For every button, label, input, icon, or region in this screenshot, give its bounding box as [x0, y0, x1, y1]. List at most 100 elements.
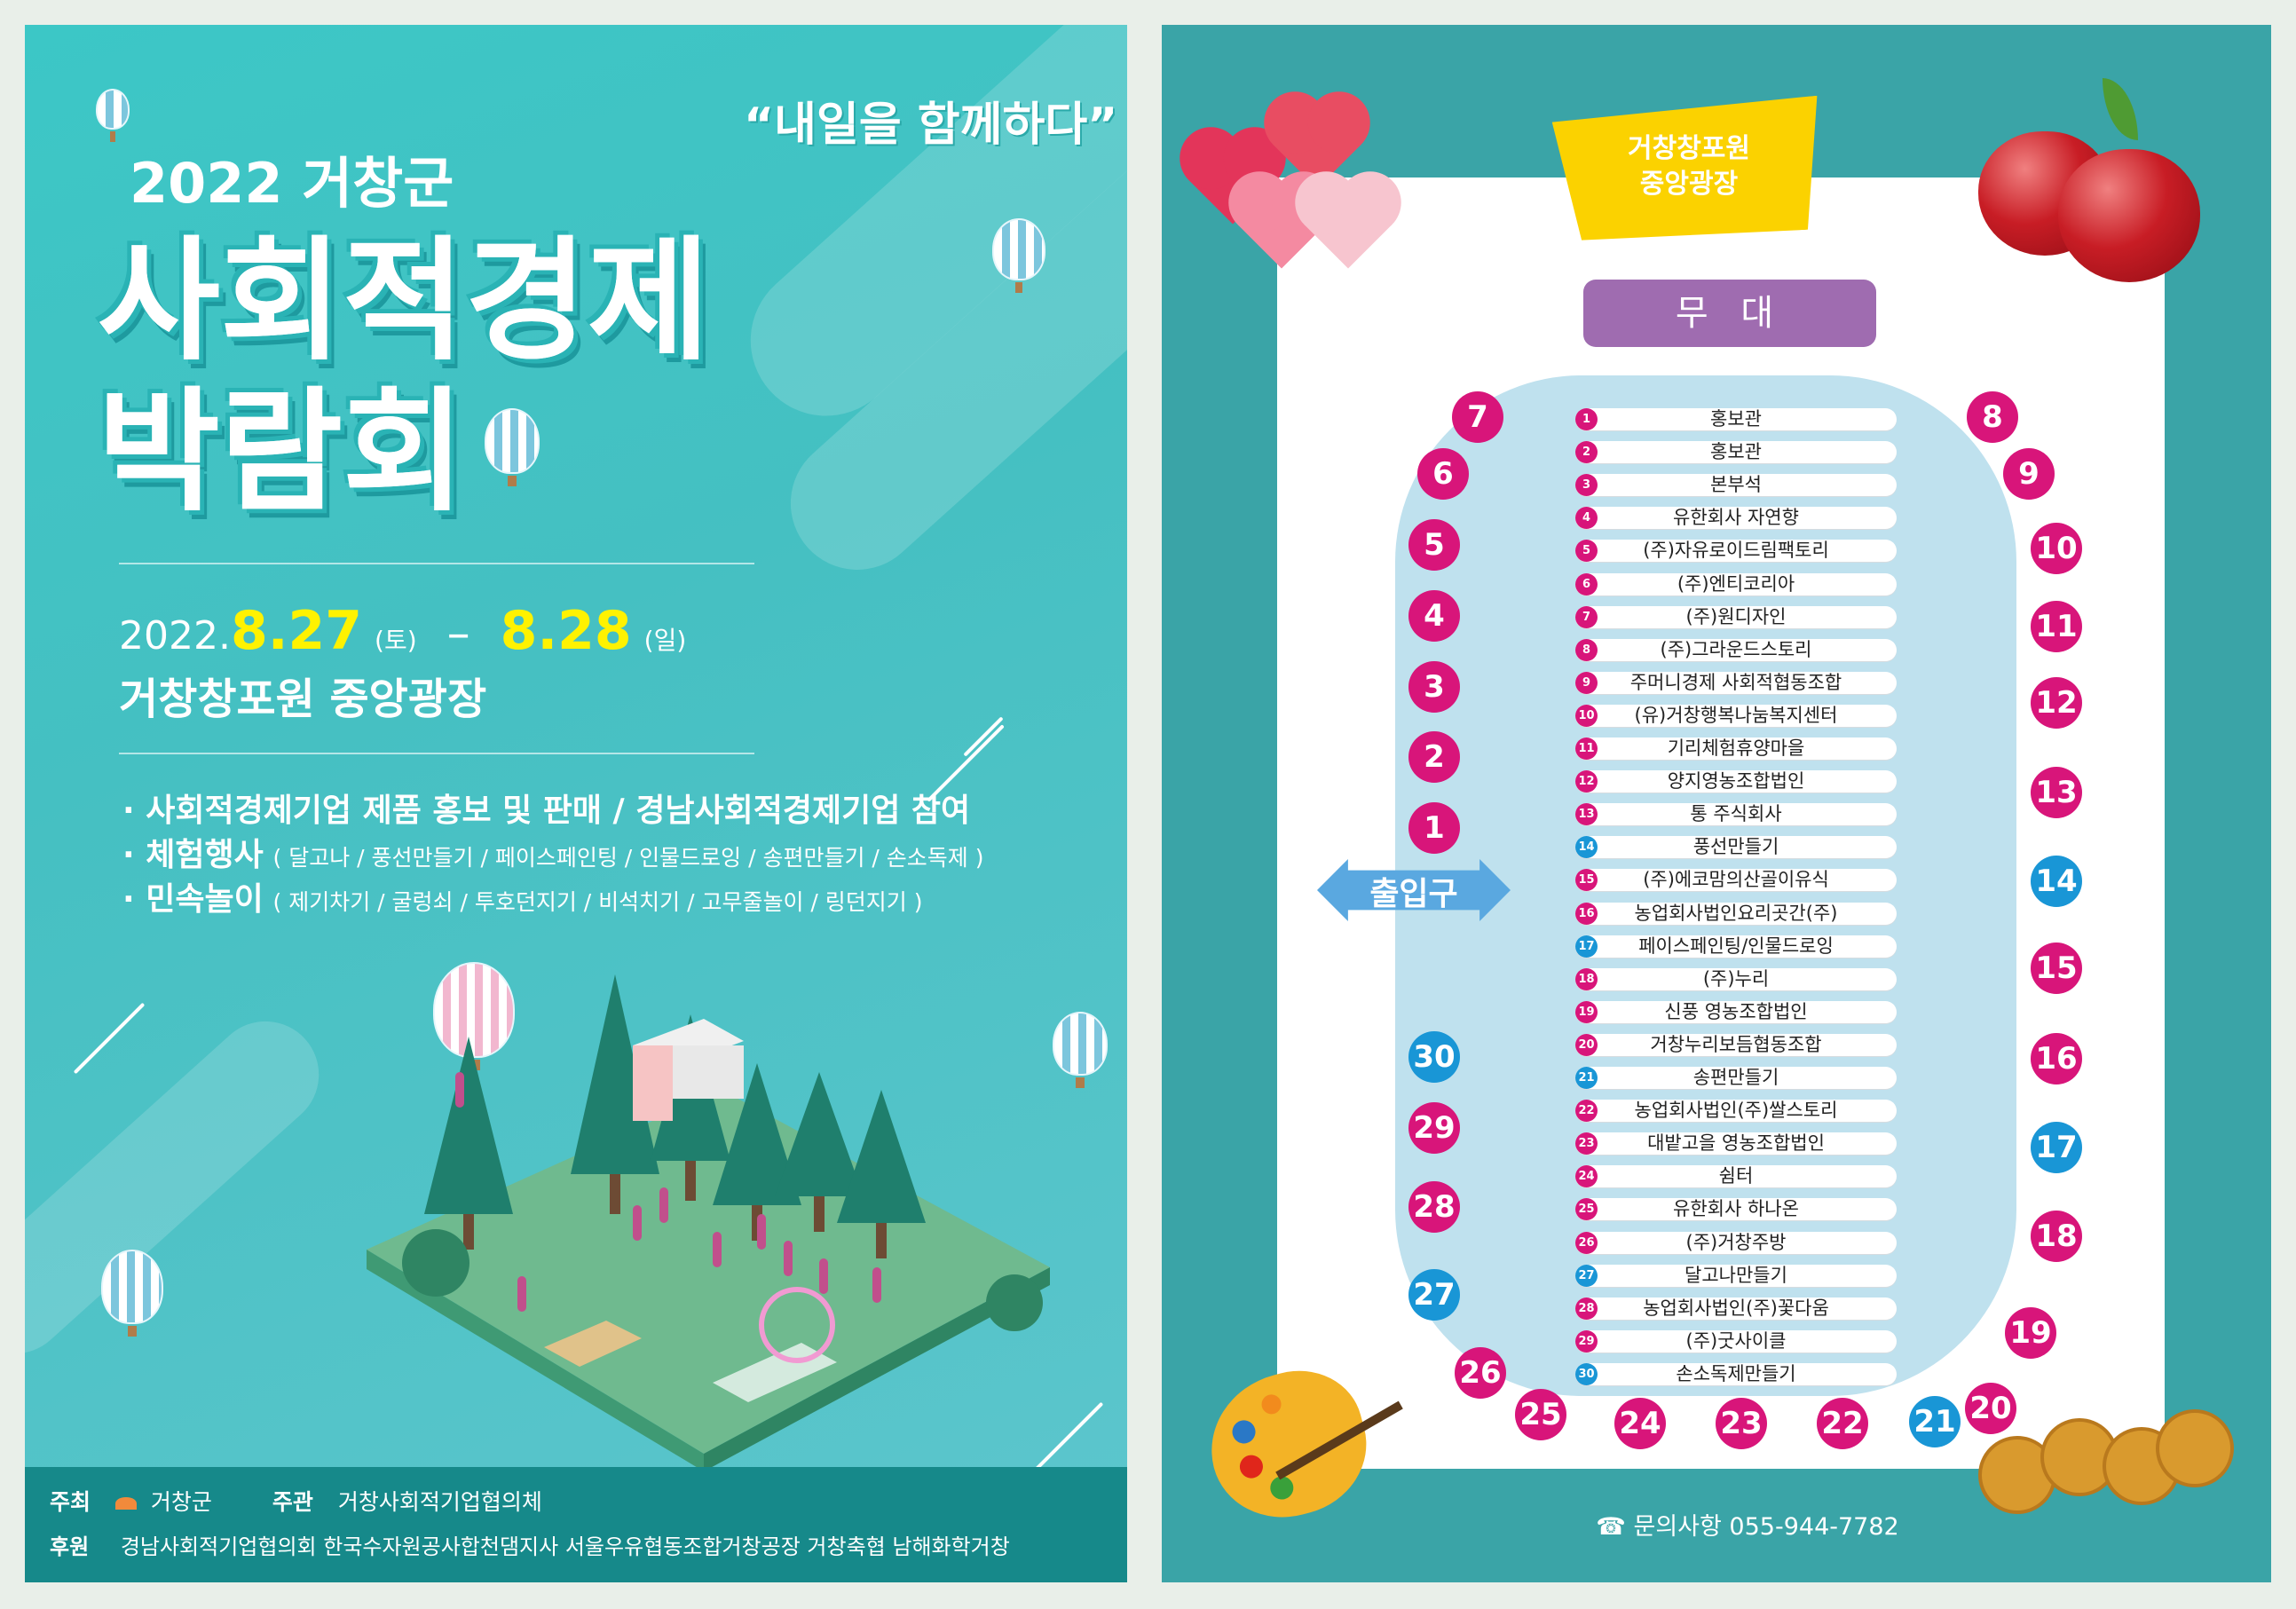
booth-row-number: 21 [1575, 1067, 1598, 1089]
slogan: “내일을 함께하다” [744, 99, 1118, 152]
booth-name: (주)원디자인 [1685, 606, 1787, 627]
booth-row-number: 16 [1575, 903, 1598, 925]
main-title-line2: 박람회 [98, 375, 466, 530]
booth-row-number: 27 [1575, 1265, 1598, 1287]
booth-name: 손소독제만들기 [1676, 1363, 1796, 1384]
date-dash: – [446, 607, 470, 660]
booth-name: 주머니경제 사회적협동조합 [1629, 672, 1842, 693]
booth-row-number: 17 [1575, 935, 1598, 958]
apple-leaf-icon [2103, 78, 2138, 140]
booth-row-number: 14 [1575, 836, 1598, 858]
booth-marker-1: 1 [1408, 802, 1460, 854]
booth-name: 쉼터 [1718, 1165, 1754, 1187]
venue-tag-text: 거창창포원 중앙광장 [1556, 131, 1822, 202]
booth-row: 페이스페인팅/인물드로잉 [1575, 935, 1897, 958]
left-poster: “내일을 함께하다” 2022 거창군 사회적경제 박람회 2022.8.27 … [25, 25, 1127, 1582]
booth-row-number: 2 [1575, 441, 1598, 463]
booth-row: 신풍 영농조합법인 [1575, 1001, 1897, 1023]
booth-row-number: 24 [1575, 1165, 1598, 1187]
booth-row: 양지영농조합법인 [1575, 770, 1897, 793]
booth-name: (주)엔티코리아 [1677, 573, 1795, 595]
booth-row: 유한회사 하나온 [1575, 1198, 1897, 1220]
booth-name: 풍선만들기 [1692, 836, 1779, 857]
booth-name: (주)에코맘의산골이유식 [1643, 869, 1829, 890]
booth-marker-4: 4 [1408, 590, 1460, 642]
booth-name: 양지영농조합법인 [1667, 770, 1805, 792]
booth-name: 기리체험휴양마을 [1667, 737, 1805, 759]
booth-name: 신풍 영농조합법인 [1664, 1001, 1808, 1022]
booth-name: (주)자유로이드림팩토리 [1643, 540, 1829, 561]
booth-row: 주머니경제 사회적협동조합 [1575, 672, 1897, 694]
booth-row: 거창누리보듬협동조합 [1575, 1034, 1897, 1056]
booth-row: 통 주식회사 [1575, 803, 1897, 825]
booth-row-number: 11 [1575, 737, 1598, 760]
booth-name: (유)거창행복나눔복지센터 [1634, 705, 1838, 726]
booth-marker-8: 8 [1967, 391, 2018, 443]
venue-tag-line2: 중앙광장 [1639, 169, 1739, 200]
organizer: 거창사회적기업협의체 [337, 1489, 542, 1515]
gochang-logo-icon [114, 1497, 137, 1510]
booth-marker-29: 29 [1408, 1102, 1460, 1154]
decor-line [963, 716, 1004, 757]
booth-name: 달고나만들기 [1685, 1265, 1787, 1286]
booth-marker-9: 9 [2003, 448, 2055, 500]
date-end: 8.28 [500, 600, 632, 662]
host-label: 주최 [50, 1489, 91, 1515]
booth-row-number: 5 [1575, 540, 1598, 562]
booth-row: (주)굿사이클 [1575, 1330, 1897, 1353]
booth-row: (주)원디자인 [1575, 606, 1897, 628]
booth-marker-14: 14 [2031, 856, 2082, 907]
booth-name: (주)누리 [1702, 968, 1770, 990]
booth-row-number: 26 [1575, 1232, 1598, 1254]
booth-row: 손소독제만들기 [1575, 1363, 1897, 1385]
booth-marker-19: 19 [2005, 1307, 2056, 1359]
bullet-main: · 민속놀이 [122, 881, 264, 918]
hot-air-balloon-icon [992, 218, 1045, 293]
year-title: 2022 거창군 [130, 151, 454, 216]
date-year: 2022. [119, 613, 231, 659]
booth-row-number: 4 [1575, 507, 1598, 529]
booth-row-number: 29 [1575, 1330, 1598, 1353]
decor-band [25, 999, 341, 1376]
booth-row-number: 6 [1575, 573, 1598, 595]
booth-row: 홍보관 [1575, 441, 1897, 463]
venue: 거창창포원 중앙광장 [119, 674, 487, 724]
stage-label: 무 대 [1583, 280, 1876, 347]
booth-row: 홍보관 [1575, 408, 1897, 430]
booth-row: 농업회사법인(주)꽃다움 [1575, 1297, 1897, 1320]
booth-marker-12: 12 [2031, 677, 2082, 729]
venue-tag-line1: 거창창포원 [1628, 133, 1750, 164]
booth-name: 송편만들기 [1692, 1067, 1779, 1088]
booth-row: 기리체험휴양마을 [1575, 737, 1897, 760]
booth-row: (주)그라운드스토리 [1575, 639, 1897, 661]
booth-row-number: 3 [1575, 474, 1598, 496]
booth-row-number: 19 [1575, 1001, 1598, 1023]
booth-marker-6: 6 [1417, 448, 1469, 500]
date-start: 8.27 [230, 600, 363, 662]
booth-row: 대밭고을 영농조합법인 [1575, 1132, 1897, 1155]
booth-row: (주)거창주방 [1575, 1232, 1897, 1254]
footer-row-host: 주최 거창군 주관 거창사회적기업협의체 [50, 1485, 542, 1517]
booth-row: (주)누리 [1575, 968, 1897, 990]
booth-row-number: 9 [1575, 672, 1598, 694]
dalgona-candy-icon [2156, 1409, 2234, 1487]
booth-row: 유한회사 자연향 [1575, 507, 1897, 529]
booth-row-number: 20 [1575, 1034, 1598, 1056]
booth-marker-11: 11 [2031, 601, 2082, 652]
booth-name: 농업회사법인(주)꽃다움 [1643, 1297, 1829, 1319]
event-date: 2022.8.27 (토) – 8.28 (일) [119, 600, 686, 662]
booth-marker-17: 17 [2031, 1122, 2082, 1173]
booth-marker-23: 23 [1716, 1398, 1767, 1449]
bullet-item: · 사회적경제기업 제품 홍보 및 판매 / 경남사회적경제기업 참여 [122, 785, 970, 831]
booth-row: 본부석 [1575, 474, 1897, 496]
booth-row-number: 13 [1575, 803, 1598, 825]
booth-row: 달고나만들기 [1575, 1265, 1897, 1287]
booth-row: (주)자유로이드림팩토리 [1575, 540, 1897, 562]
decor-line [73, 1002, 146, 1075]
bullet-item: · 민속놀이 ( 제기차기 / 굴렁쇠 / 투호던지기 / 비석치기 / 고무줄… [122, 873, 923, 919]
booth-name: 농업회사법인요리곳간(주) [1634, 903, 1838, 924]
date-start-day: (토) [375, 626, 417, 655]
entrance-label: 출입구 [1369, 876, 1458, 912]
host: 거창군 [150, 1489, 212, 1515]
booth-row: (주)엔티코리아 [1575, 573, 1897, 595]
